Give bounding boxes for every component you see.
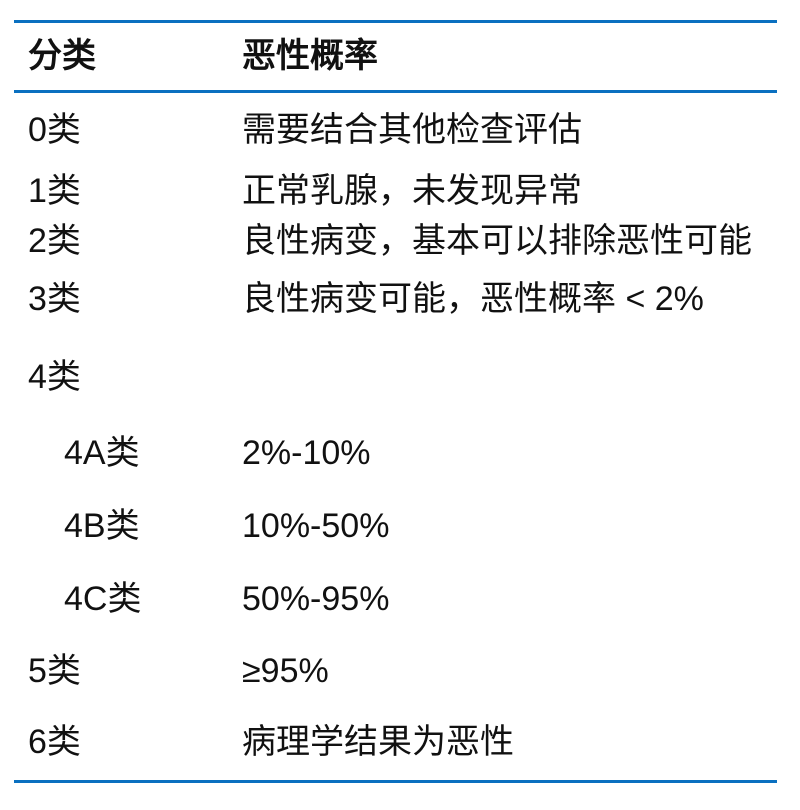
table-row-category-1: 1类 正常乳腺，未发现异常 <box>14 169 777 215</box>
top-rule <box>14 20 777 23</box>
row-value: 良性病变可能，恶性概率 < 2% <box>242 280 704 319</box>
row-value: 10%-50% <box>242 506 390 545</box>
table-row-category-4b: 4B类 10%-50% <box>14 482 777 571</box>
row-label: 2类 <box>28 222 81 261</box>
table-row-category-5: 5类 ≥95% <box>14 629 777 714</box>
column-header-probability: 恶性概率 <box>242 36 378 75</box>
table-row-category-6: 6类 病理学结果为恶性 <box>14 714 777 772</box>
table-row-category-4: 4类 <box>14 331 777 425</box>
row-label: 6类 <box>28 723 81 762</box>
table-header-row: 分类 恶性概率 <box>14 23 777 90</box>
bottom-rule <box>14 780 777 783</box>
row-label: 4A类 <box>64 433 140 472</box>
header-rule <box>14 90 777 93</box>
birads-classification-table: 分类 恶性概率 0类 需要结合其他检查评估 1类 正常乳腺，未发现异常 2类 良… <box>14 20 777 783</box>
row-value: 2%-10% <box>242 433 371 472</box>
row-value: ≥95% <box>242 651 329 690</box>
table-row-category-4a: 4A类 2%-10% <box>14 425 777 482</box>
row-value: 良性病变，基本可以排除恶性可能 <box>242 222 752 261</box>
row-label: 4C类 <box>64 580 142 619</box>
row-label: 4B类 <box>64 506 140 545</box>
row-value: 需要结合其他检查评估 <box>242 111 582 150</box>
row-value: 病理学结果为恶性 <box>242 723 514 762</box>
table-row-category-2: 2类 良性病变，基本可以排除恶性可能 <box>14 215 777 269</box>
row-value: 50%-95% <box>242 580 390 619</box>
bottom-spacer <box>14 772 777 780</box>
row-label: 1类 <box>28 172 81 211</box>
row-value: 正常乳腺，未发现异常 <box>242 172 582 211</box>
table-row-category-4c: 4C类 50%-95% <box>14 571 777 629</box>
row-label: 4类 <box>28 358 81 397</box>
row-label: 5类 <box>28 651 81 690</box>
row-label: 3类 <box>28 280 81 319</box>
column-header-category: 分类 <box>28 36 96 75</box>
row-label: 0类 <box>28 111 81 150</box>
table-row-category-3: 3类 良性病变可能，恶性概率 < 2% <box>14 269 777 331</box>
table-row-category-0: 0类 需要结合其他检查评估 <box>14 93 777 169</box>
